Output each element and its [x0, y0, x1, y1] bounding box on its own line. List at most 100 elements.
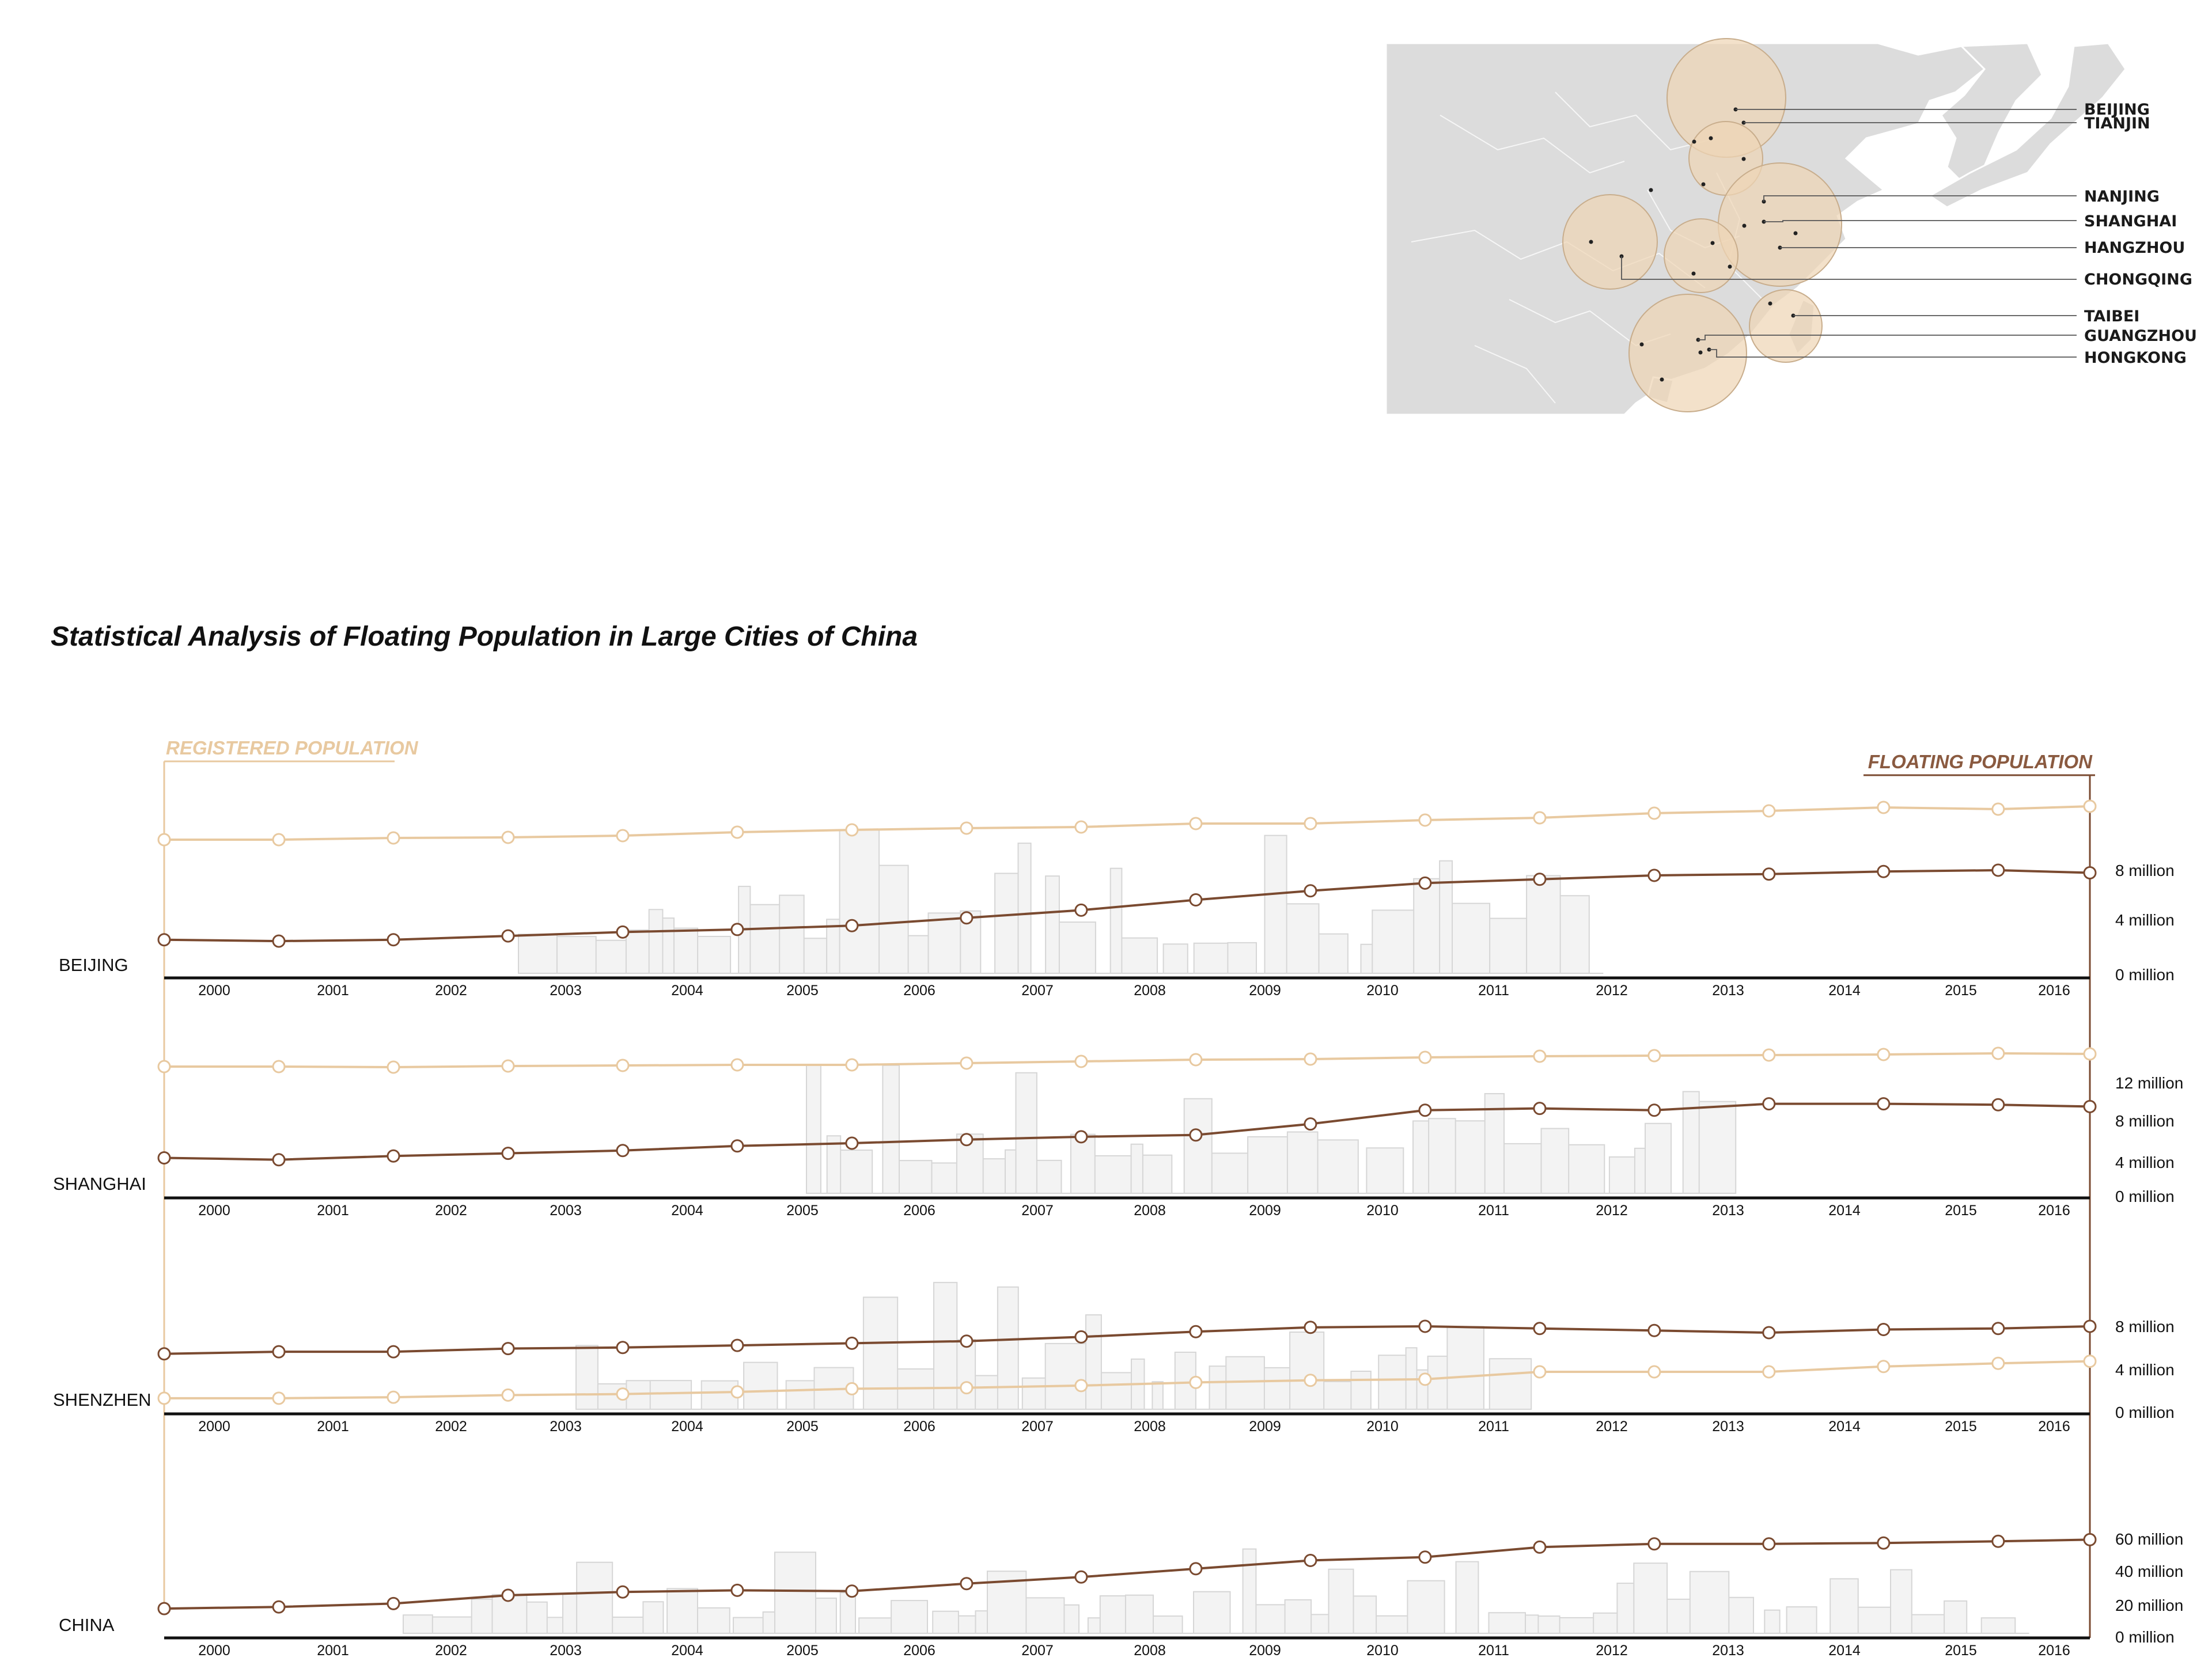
- y-tick-label: 0 million: [2115, 1188, 2175, 1205]
- registered-data-point: [1304, 1374, 1317, 1387]
- floating-data-point: [157, 1602, 171, 1615]
- floating-data-point: [1647, 868, 1661, 882]
- year-tick-label: 2016: [2038, 1418, 2070, 1435]
- year-tick-label: 2004: [671, 983, 703, 999]
- year-tick-label: 2000: [198, 983, 230, 999]
- registered-data-point: [1533, 811, 1547, 825]
- year-tick-label: 2010: [1366, 1643, 1399, 1659]
- registered-data-point: [1877, 801, 1891, 814]
- registered-data-point: [1762, 804, 1776, 818]
- registered-data-point: [1762, 1048, 1776, 1062]
- year-tick-label: 2016: [2038, 1643, 2070, 1659]
- floating-data-point: [2083, 1319, 2097, 1333]
- map-label-chongqing: CHONGQING: [2084, 271, 2192, 289]
- floating-data-point: [2083, 1533, 2097, 1546]
- bubble-guangzhou: [1628, 294, 1747, 412]
- year-tick-label: 2004: [671, 1418, 703, 1435]
- floating-data-point: [960, 1133, 974, 1147]
- floating-data-point: [1877, 864, 1891, 878]
- floating-data-point: [501, 1147, 515, 1160]
- floating-data-point: [1647, 1323, 1661, 1337]
- registered-data-point: [1189, 817, 1203, 830]
- floating-data-point: [1418, 1319, 1432, 1333]
- year-tick-label: 2005: [786, 1418, 819, 1435]
- floating-series-line: [164, 868, 2090, 943]
- legend-floating-label: FLOATING POPULATION: [1868, 751, 2093, 772]
- registered-data-point: [1647, 1049, 1661, 1063]
- year-tick-label: 2000: [198, 1643, 230, 1659]
- registered-data-point: [960, 821, 974, 835]
- registered-data-point: [1418, 813, 1432, 827]
- year-tick-label: 2009: [1249, 1203, 1281, 1219]
- panel-china: CHINA 2000 2001 2002 2003 2004 2005 2006 2007 200…: [59, 1530, 2183, 1659]
- map-label-guangzhou: GUANGZHOU: [2084, 327, 2197, 345]
- floating-data-point: [387, 933, 400, 947]
- registered-series-line: [164, 1052, 2090, 1069]
- floating-data-point: [501, 929, 515, 943]
- year-tick-label: 2010: [1366, 983, 1399, 999]
- year-tick-label: 2006: [903, 983, 935, 999]
- year-tick-label: 2015: [1945, 1643, 1977, 1659]
- year-tick-label: 2007: [1021, 1643, 1054, 1659]
- region-label: SHANGHAI: [53, 1174, 146, 1194]
- map-label-hangzhou: HANGZHOU: [2084, 239, 2185, 257]
- year-tick-label: 2004: [671, 1203, 703, 1219]
- year-tick-label: 2008: [1134, 983, 1166, 999]
- registered-data-point: [1304, 1052, 1317, 1066]
- floating-data-point: [157, 1151, 171, 1164]
- chart-panels: BEIJING 2000 2001 2002 2003 2004 2005 2006 2007 2…: [53, 775, 2183, 1659]
- year-tick-label: 2001: [317, 983, 349, 999]
- year-tick-label: 2005: [786, 1203, 819, 1219]
- year-tick-label: 2012: [1596, 1643, 1628, 1659]
- floating-data-point: [616, 925, 630, 939]
- year-tick-label: 2015: [1945, 1418, 1977, 1435]
- registered-data-point: [616, 1059, 630, 1072]
- floating-data-point: [1304, 884, 1317, 898]
- skyline-silhouette: [403, 1548, 2029, 1634]
- year-tick-label: 2002: [435, 1643, 467, 1659]
- registered-data-point: [1877, 1360, 1891, 1374]
- registered-data-point: [1533, 1365, 1547, 1379]
- leader-lines: [1621, 109, 2077, 358]
- registered-data-point: [845, 823, 859, 837]
- floating-data-point: [616, 1585, 630, 1599]
- year-tick-label: 2010: [1366, 1418, 1399, 1435]
- floating-data-point: [1304, 1321, 1317, 1334]
- y-tick-label: 4 million: [2115, 1154, 2175, 1171]
- skyline-silhouette: [518, 829, 1604, 974]
- registered-data-point: [1991, 1046, 2005, 1060]
- y-tick-label: 12 million: [2115, 1074, 2183, 1092]
- registered-data-point: [2083, 799, 2097, 813]
- registered-data-point: [157, 1060, 171, 1074]
- y-tick-label: 0 million: [2115, 1628, 2175, 1646]
- year-tick-label: 2004: [671, 1643, 703, 1659]
- registered-data-point: [1189, 1053, 1203, 1067]
- registered-data-point: [2083, 1355, 2097, 1368]
- floating-data-point: [1877, 1536, 1891, 1550]
- floating-data-point: [1533, 1102, 1547, 1116]
- year-tick-label: 2002: [435, 983, 467, 999]
- registered-data-point: [272, 833, 286, 847]
- floating-data-point: [1762, 1326, 1776, 1340]
- year-tick-label: 2005: [786, 1643, 819, 1659]
- year-tick-label: 2000: [198, 1203, 230, 1219]
- year-tick-label: 2009: [1249, 1643, 1281, 1659]
- registered-data-point: [501, 1059, 515, 1073]
- floating-data-point: [1991, 1322, 2005, 1336]
- panel-beijing: BEIJING 2000 2001 2002 2003 2004 2005 2006 2007 2…: [59, 799, 2175, 999]
- floating-data-point: [157, 933, 171, 947]
- year-tick-label: 2002: [435, 1203, 467, 1219]
- year-tick-label: 2008: [1134, 1203, 1166, 1219]
- year-tick-label: 2012: [1596, 1203, 1628, 1219]
- year-tick-label: 2003: [550, 983, 582, 999]
- legend-registered-label: REGISTERED POPULATION: [166, 737, 419, 758]
- registered-data-point: [1418, 1050, 1432, 1064]
- floating-data-point: [1991, 1534, 2005, 1548]
- registered-data-point: [1074, 1379, 1088, 1393]
- registered-data-point: [845, 1382, 859, 1395]
- floating-data-point: [730, 1338, 744, 1352]
- registered-data-point: [1304, 817, 1317, 830]
- floating-data-point: [1189, 1562, 1203, 1576]
- registered-data-point: [1991, 802, 2005, 816]
- year-tick-label: 2013: [1712, 1643, 1744, 1659]
